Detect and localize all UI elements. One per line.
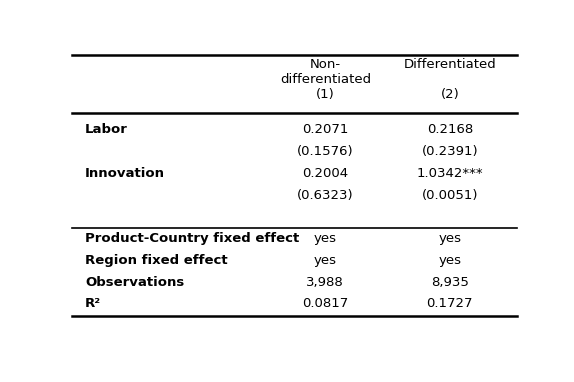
- Text: yes: yes: [439, 254, 461, 267]
- Text: 3,988: 3,988: [307, 276, 344, 289]
- Text: 0.1727: 0.1727: [426, 298, 473, 311]
- Text: 1.0342***: 1.0342***: [417, 167, 483, 180]
- Text: 0.0817: 0.0817: [302, 298, 348, 311]
- Text: Innovation: Innovation: [85, 167, 165, 180]
- Text: Product-Country fixed effect: Product-Country fixed effect: [85, 232, 300, 245]
- Text: R²: R²: [85, 298, 101, 311]
- Text: 0.2004: 0.2004: [302, 167, 348, 180]
- Text: 0.2168: 0.2168: [426, 123, 473, 136]
- Text: (0.6323): (0.6323): [297, 189, 354, 202]
- Text: Labor: Labor: [85, 123, 128, 136]
- Text: 8,935: 8,935: [431, 276, 469, 289]
- Text: Observations: Observations: [85, 276, 184, 289]
- Text: (0.2391): (0.2391): [421, 145, 478, 158]
- Text: yes: yes: [314, 254, 337, 267]
- Text: 0.2071: 0.2071: [302, 123, 348, 136]
- Text: Differentiated

(2): Differentiated (2): [404, 58, 497, 100]
- Text: yes: yes: [314, 232, 337, 245]
- Text: Non-
differentiated
(1): Non- differentiated (1): [280, 58, 371, 100]
- Text: Region fixed effect: Region fixed effect: [85, 254, 228, 267]
- Text: yes: yes: [439, 232, 461, 245]
- Text: (0.1576): (0.1576): [297, 145, 354, 158]
- Text: (0.0051): (0.0051): [422, 189, 478, 202]
